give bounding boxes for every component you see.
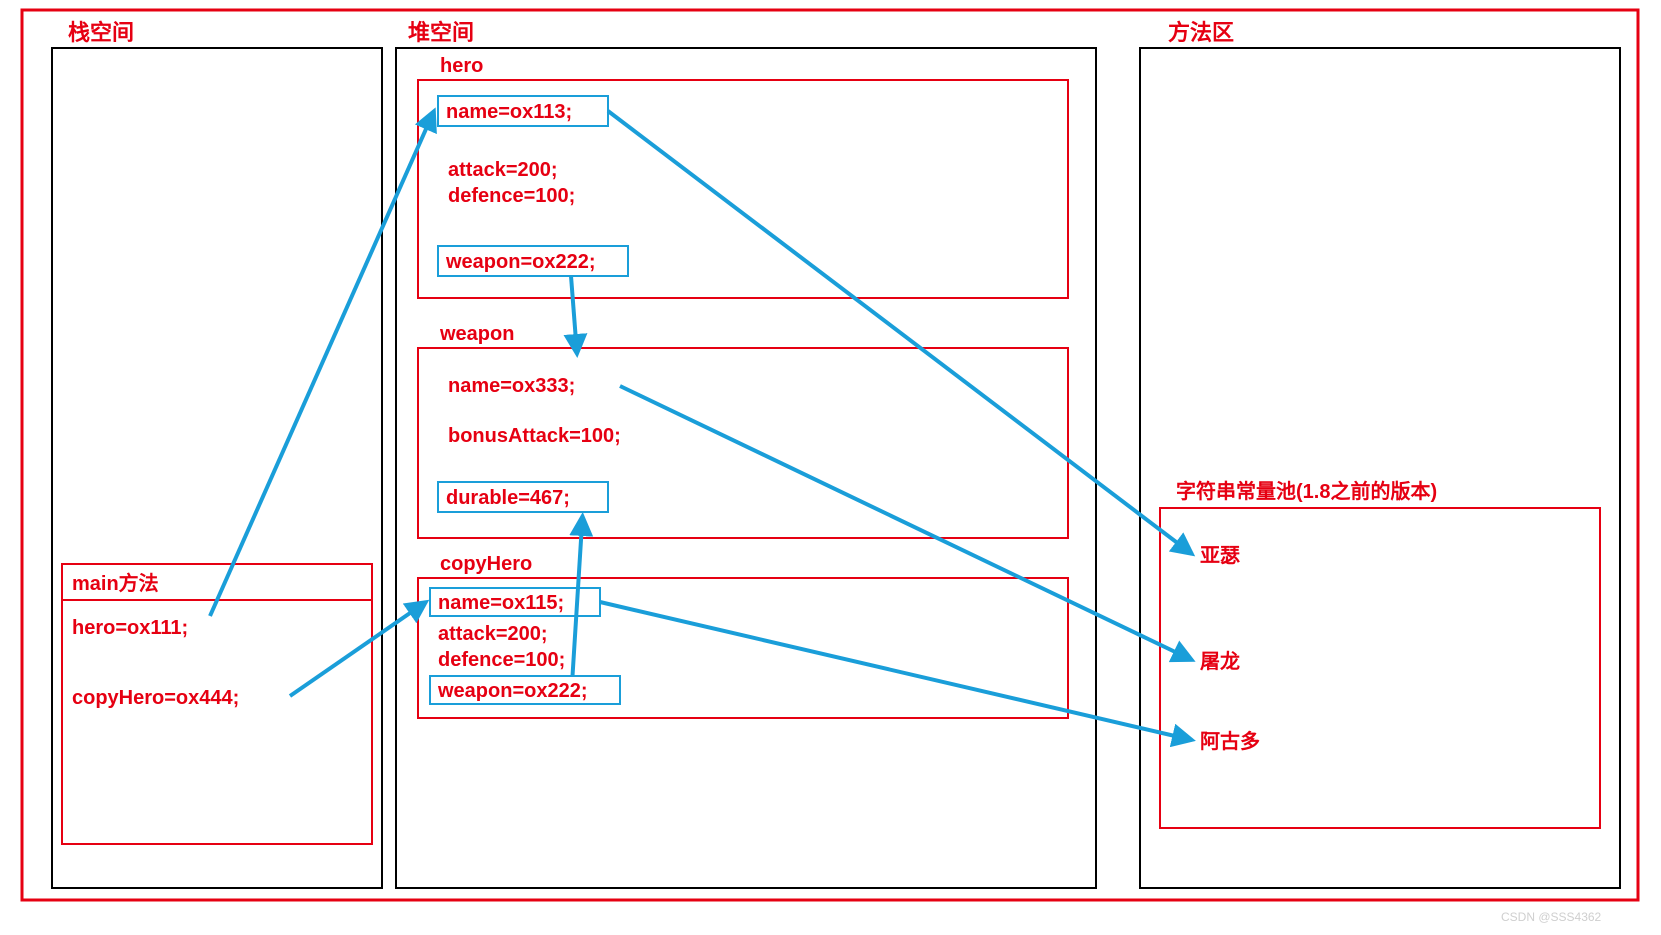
pool-s3: 阿古多 — [1200, 729, 1260, 753]
weapon-durable: durable=467; — [446, 487, 570, 509]
pool-s1: 亚瑟 — [1200, 545, 1240, 567]
stack-hero-ref: hero=ox111; — [72, 617, 188, 639]
pool-title: 字符串常量池(1.8之前的版本) — [1176, 479, 1437, 503]
stack-copyhero-ref: copyHero=ox444; — [72, 687, 239, 709]
stack-label: 栈空间 — [68, 20, 134, 45]
copyhero-attack: attack=200; — [438, 623, 548, 645]
copyhero-defence: defence=100; — [438, 649, 565, 671]
heap-label: 堆空间 — [408, 20, 474, 45]
main-title: main方法 — [72, 571, 159, 595]
arrow-stack-hero — [210, 111, 434, 616]
weapon-name: name=ox333; — [448, 375, 575, 397]
arrow-copyhero-weapon — [573, 516, 583, 676]
hero-name: name=ox113; — [446, 101, 572, 123]
arrow-hero-weapon — [571, 276, 577, 354]
copyhero-name: name=ox115; — [438, 592, 564, 614]
method-label: 方法区 — [1168, 20, 1234, 45]
weapon-bonus: bonusAttack=100; — [448, 425, 621, 447]
pool-s2: 屠龙 — [1200, 649, 1240, 673]
heap-hero-title: hero — [440, 55, 483, 77]
hero-weapon: weapon=ox222; — [445, 251, 596, 273]
watermark: CSDN @SSS4362 — [1501, 910, 1602, 924]
hero-defence: defence=100; — [448, 185, 575, 207]
copyhero-weapon: weapon=ox222; — [437, 680, 588, 702]
arrow-weapon-name-pool — [620, 386, 1192, 660]
arrow-hero-name-pool — [608, 111, 1192, 554]
arrow-copyhero-name-pool — [600, 602, 1192, 740]
heap-weapon-title: weapon — [439, 323, 514, 345]
arrow-stack-copyhero — [290, 602, 426, 696]
heap-copyhero-title: copyHero — [440, 553, 532, 575]
hero-attack: attack=200; — [448, 159, 558, 181]
